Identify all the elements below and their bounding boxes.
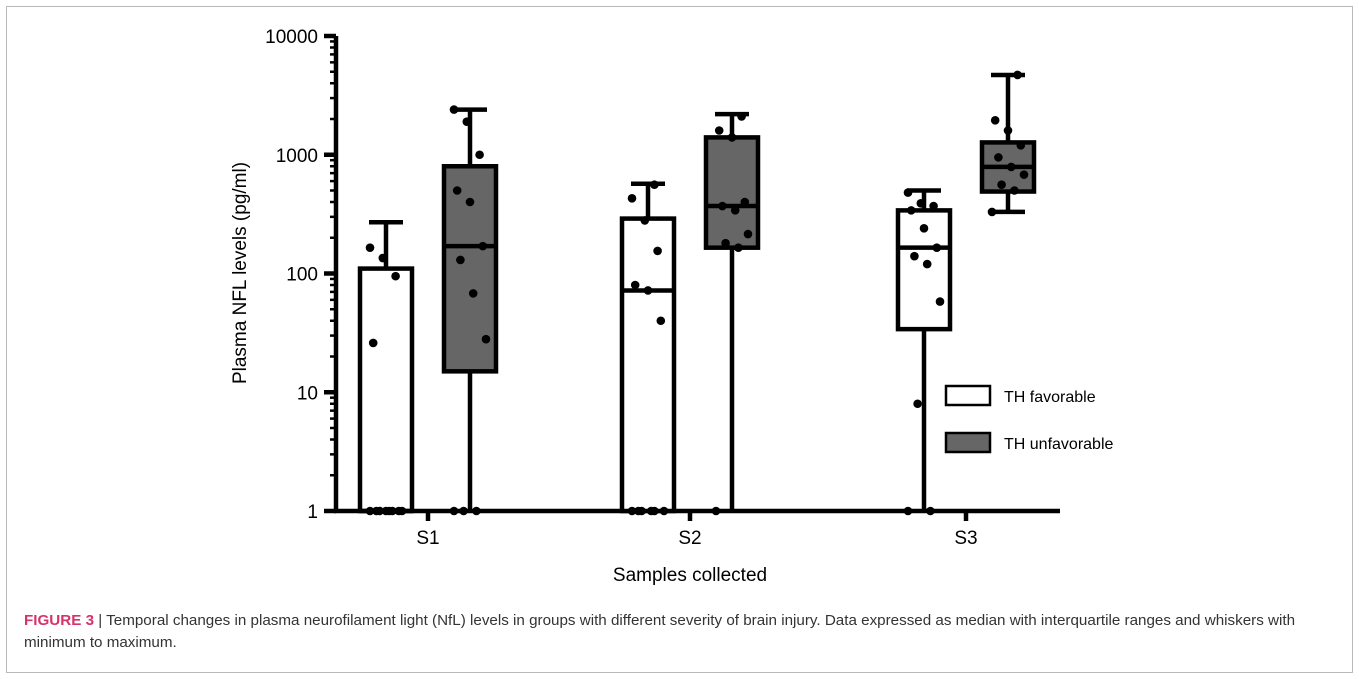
data-point [646, 506, 656, 516]
data-point [627, 506, 637, 516]
data-point [929, 201, 938, 211]
data-point [997, 180, 1006, 189]
data-point [1003, 126, 1013, 135]
box-s2-series-2 [703, 111, 761, 516]
data-point [368, 338, 378, 348]
data-point [1013, 70, 1022, 80]
data-point [465, 197, 475, 207]
data-point [903, 506, 913, 516]
chart-legend: TH favorable TH unfavorable [944, 384, 1113, 454]
x-tick-label: S2 [678, 528, 701, 549]
figure-frame [6, 6, 1353, 673]
caption-separator: | [94, 612, 107, 629]
box-s2-series-1 [619, 180, 677, 516]
data-point [730, 206, 740, 215]
data-point [643, 286, 653, 295]
data-point [910, 251, 919, 261]
data-point [653, 246, 662, 256]
data-point [640, 216, 650, 225]
y-axis-label: Plasma NFL levels (pg/ml) [230, 162, 251, 384]
y-tick-label: 1 [307, 502, 318, 523]
data-point [449, 105, 459, 114]
data-point [1006, 162, 1016, 172]
legend-swatch-2 [944, 431, 992, 454]
data-point [449, 506, 459, 516]
box-s3-series-2 [979, 70, 1037, 217]
data-point [916, 199, 926, 208]
data-point [987, 207, 997, 217]
x-axis-label: Samples collected [613, 565, 767, 586]
data-point [935, 297, 945, 306]
y-tick-label: 10000 [265, 27, 318, 48]
x-tick-label: S1 [416, 528, 439, 549]
data-point [365, 506, 375, 516]
data-point [372, 506, 381, 516]
data-point [1019, 170, 1029, 179]
data-point [627, 193, 637, 203]
data-point [459, 506, 468, 516]
data-point [721, 238, 730, 248]
data-point [630, 280, 640, 290]
data-point [913, 399, 922, 409]
data-point [740, 197, 750, 207]
data-point [734, 243, 743, 252]
box-plot-chart: 1 10 100 1000 10000 S1 S2 S3 TH favorable TH unf… [230, 27, 1113, 586]
data-point [659, 506, 669, 516]
data-point [906, 206, 916, 215]
legend-label-2: TH unfavorable [1004, 436, 1113, 453]
data-point [656, 316, 666, 326]
data-point [478, 241, 488, 251]
data-point [922, 259, 932, 269]
figure-caption: FIGURE 3 | Temporal changes in plasma ne… [24, 610, 1329, 654]
data-point [481, 334, 491, 344]
data-point [714, 126, 724, 135]
data-point [365, 243, 375, 252]
data-point [378, 253, 388, 263]
data-point [990, 116, 1000, 125]
legend-label-1: TH favorable [1004, 389, 1096, 406]
data-point [919, 224, 929, 233]
caption-text: Temporal changes in plasma neurofilament… [24, 612, 1296, 651]
data-point [650, 180, 659, 189]
y-tick-label: 10 [297, 383, 318, 404]
data-point [718, 201, 727, 211]
data-point [711, 506, 721, 516]
data-point [994, 153, 1003, 162]
data-point [468, 289, 478, 298]
data-point [1010, 186, 1019, 195]
data-point [634, 506, 643, 516]
data-point [456, 255, 465, 265]
data-point [1016, 141, 1026, 150]
data-point [462, 117, 472, 126]
data-point [472, 506, 481, 516]
caption-label: FIGURE 3 [24, 612, 95, 629]
data-point [737, 112, 746, 121]
y-tick-label: 100 [286, 265, 318, 286]
data-point [932, 243, 942, 252]
data-point [475, 150, 484, 160]
iqr-box [619, 216, 677, 514]
box-s1-series-1 [357, 220, 415, 516]
x-tick-label: S3 [954, 528, 977, 549]
data-point [926, 506, 935, 516]
data-point [452, 186, 462, 195]
chart-boxes [357, 70, 1037, 516]
box-s3-series-1 [895, 188, 953, 516]
data-point [394, 506, 404, 516]
iqr-box [357, 266, 415, 514]
y-tick-label: 1000 [276, 146, 318, 167]
data-point [743, 229, 753, 239]
data-point [903, 188, 913, 197]
data-point [381, 506, 391, 516]
box-s1-series-2 [441, 105, 499, 516]
data-point [727, 133, 737, 142]
legend-swatch-1 [944, 384, 992, 407]
data-point [391, 271, 400, 281]
